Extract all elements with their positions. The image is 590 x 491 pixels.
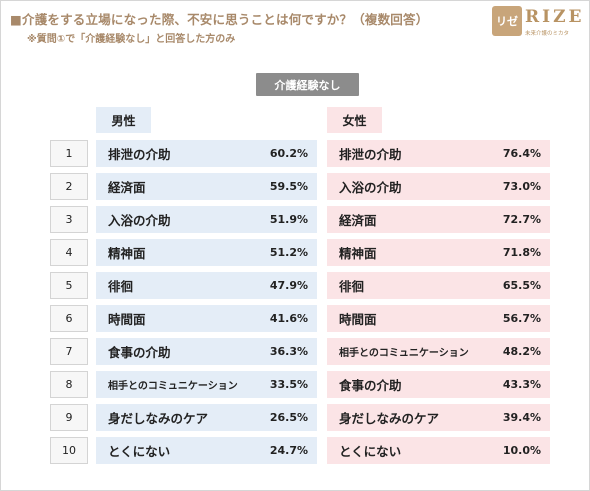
female-row: 身だしなみのケア 39.4% xyxy=(327,404,550,431)
female-header: 女性 xyxy=(327,107,382,133)
female-item-value: 76.4% xyxy=(502,147,541,160)
male-item-value: 33.5% xyxy=(269,378,308,391)
female-item-label: 排泄の介助 xyxy=(339,147,402,162)
male-row: 経済面 59.5% xyxy=(96,173,317,200)
female-item-value: 71.8% xyxy=(502,246,541,259)
male-item-label: 精神面 xyxy=(108,246,146,261)
rank-number: 2 xyxy=(50,173,88,200)
rank-number: 10 xyxy=(50,437,88,464)
logo-mark: リゼ xyxy=(492,6,522,36)
male-item-value: 24.7% xyxy=(269,444,308,457)
female-item-value: 39.4% xyxy=(502,411,541,424)
male-item-label: 排泄の介助 xyxy=(108,147,171,162)
male-item-value: 51.9% xyxy=(269,213,308,226)
female-item-value: 73.0% xyxy=(502,180,541,193)
male-item-label: 食事の介助 xyxy=(108,345,171,360)
male-row: 身だしなみのケア 26.5% xyxy=(96,404,317,431)
group-label: 介護経験なし xyxy=(256,73,359,96)
female-item-value: 65.5% xyxy=(502,279,541,292)
male-item-value: 60.2% xyxy=(269,147,308,160)
male-item-label: 身だしなみのケア xyxy=(108,411,209,426)
female-item-label: 食事の介助 xyxy=(339,378,402,393)
female-row: 時間面 56.7% xyxy=(327,305,550,332)
female-item-label: 相手とのコミュニケーション xyxy=(339,348,469,359)
female-item-value: 10.0% xyxy=(502,444,541,457)
male-item-label: 相手とのコミュニケーション xyxy=(108,381,238,392)
female-item-label: 入浴の介助 xyxy=(339,180,402,195)
female-row: とくにない 10.0% xyxy=(327,437,550,464)
logo-tagline: 未来介護のミカタ xyxy=(525,31,570,37)
male-item-label: 入浴の介助 xyxy=(108,213,171,228)
female-item-value: 56.7% xyxy=(502,312,541,325)
female-row: 精神面 71.8% xyxy=(327,239,550,266)
rank-number: 5 xyxy=(50,272,88,299)
male-item-label: とくにない xyxy=(108,444,171,459)
male-item-label: 経済面 xyxy=(108,180,146,195)
female-row: 食事の介助 43.3% xyxy=(327,371,550,398)
male-item-value: 36.3% xyxy=(269,345,308,358)
male-row: 徘徊 47.9% xyxy=(96,272,317,299)
female-item-label: 精神面 xyxy=(339,246,377,261)
male-item-value: 26.5% xyxy=(269,411,308,424)
female-item-value: 43.3% xyxy=(502,378,541,391)
male-row: 排泄の介助 60.2% xyxy=(96,140,317,167)
female-item-value: 72.7% xyxy=(502,213,541,226)
male-row: 食事の介助 36.3% xyxy=(96,338,317,365)
male-row: とくにない 24.7% xyxy=(96,437,317,464)
female-item-label: 徘徊 xyxy=(339,279,365,294)
female-item-label: 時間面 xyxy=(339,312,377,327)
logo-name: RIZE xyxy=(525,7,585,27)
female-item-value: 48.2% xyxy=(502,345,541,358)
female-row: 排泄の介助 76.4% xyxy=(327,140,550,167)
brand-logo: リゼ RIZE 未来介護のミカタ xyxy=(492,6,581,40)
rank-number: 3 xyxy=(50,206,88,233)
female-item-label: 身だしなみのケア xyxy=(339,411,440,426)
rank-number: 1 xyxy=(50,140,88,167)
rank-number: 4 xyxy=(50,239,88,266)
female-item-label: 経済面 xyxy=(339,213,377,228)
female-row: 経済面 72.7% xyxy=(327,206,550,233)
male-item-value: 41.6% xyxy=(269,312,308,325)
male-header: 男性 xyxy=(96,107,151,133)
rank-number: 9 xyxy=(50,404,88,431)
page-subtitle: ※質問①で「介護経験なし」と回答した方のみ xyxy=(27,34,236,45)
male-item-label: 徘徊 xyxy=(108,279,134,294)
rank-number: 6 xyxy=(50,305,88,332)
male-item-label: 時間面 xyxy=(108,312,146,327)
female-row: 相手とのコミュニケーション 48.2% xyxy=(327,338,550,365)
male-row: 時間面 41.6% xyxy=(96,305,317,332)
male-item-value: 47.9% xyxy=(269,279,308,292)
male-row: 精神面 51.2% xyxy=(96,239,317,266)
page-title: ■介護をする立場になった際、不安に思うことは何ですか？（複数回答） xyxy=(10,12,429,27)
male-row: 相手とのコミュニケーション 33.5% xyxy=(96,371,317,398)
female-row: 徘徊 65.5% xyxy=(327,272,550,299)
rank-number: 7 xyxy=(50,338,88,365)
female-item-label: とくにない xyxy=(339,444,402,459)
rank-number: 8 xyxy=(50,371,88,398)
male-item-value: 59.5% xyxy=(269,180,308,193)
male-item-value: 51.2% xyxy=(269,246,308,259)
female-row: 入浴の介助 73.0% xyxy=(327,173,550,200)
male-row: 入浴の介助 51.9% xyxy=(96,206,317,233)
